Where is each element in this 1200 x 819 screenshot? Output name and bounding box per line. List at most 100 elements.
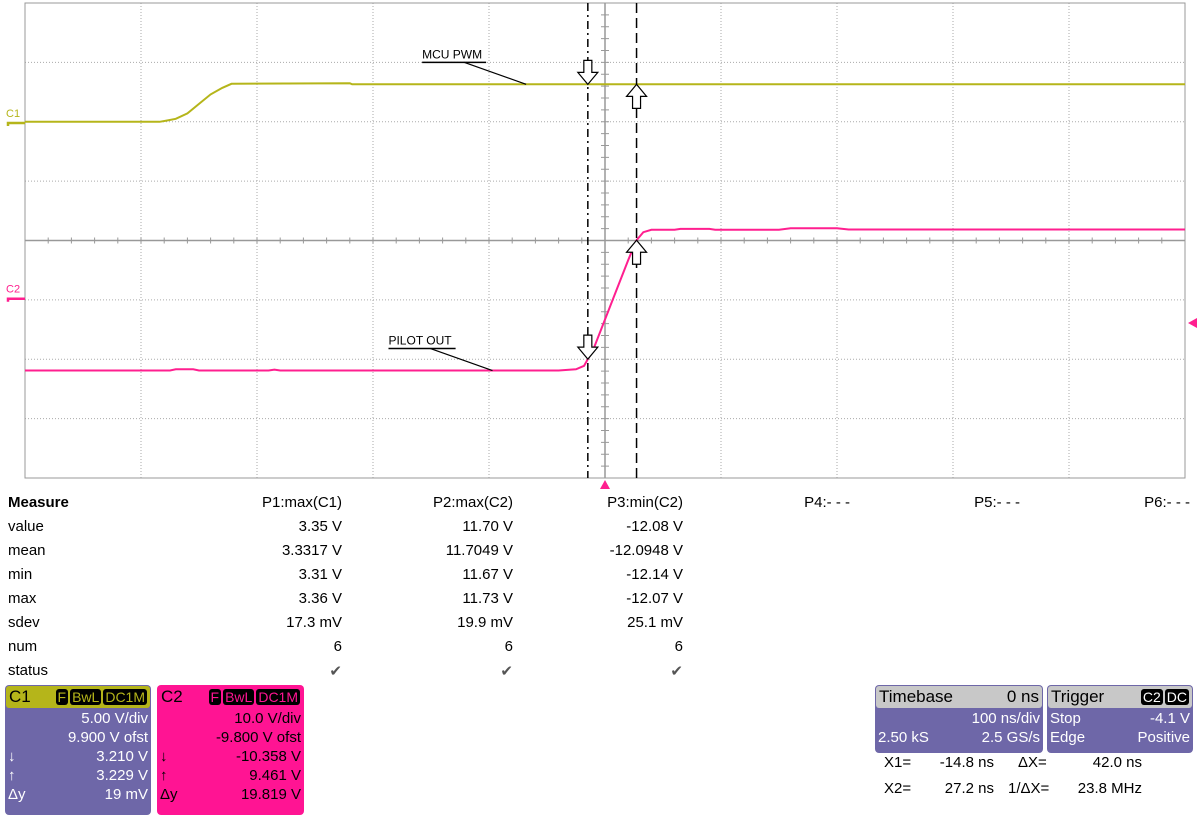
measure-cell: 11.70 V xyxy=(462,518,513,535)
channel-tag: BwL xyxy=(70,689,102,705)
trace-c1 xyxy=(25,82,1185,123)
measure-cell: 3.35 V xyxy=(298,518,342,535)
measure-cell: 19.9 mV xyxy=(457,614,513,631)
measure-header: P2:max(C2) xyxy=(432,494,513,511)
channel-vdiv: 10.0 V/div xyxy=(234,710,301,727)
cursor-delta-value: 19.819 V xyxy=(240,786,301,803)
cursor-up-value: 3.229 V xyxy=(96,767,148,784)
cursor-up-arrow-icon xyxy=(625,239,648,265)
measure-header: P6:- - - xyxy=(1144,494,1190,511)
channel-tag: F xyxy=(55,689,69,705)
annotation-leader xyxy=(463,61,527,85)
trace-c2 xyxy=(25,227,1185,372)
channel-tag: F xyxy=(208,689,222,705)
ground-marker-c1 xyxy=(6,121,25,126)
measure-row-label: mean xyxy=(8,542,46,559)
measure-row-label: status xyxy=(8,662,49,679)
measure-header: P3:min(C2) xyxy=(607,494,683,511)
measure-cell: 11.67 V xyxy=(462,566,513,583)
trigger-source-tag: C2 xyxy=(1140,689,1163,705)
cursor-x1-label: X1= xyxy=(884,754,912,771)
measure-row-label: sdev xyxy=(8,614,40,631)
cursor-up-value: 9.461 V xyxy=(249,767,301,784)
channel-c2-panel[interactable]: C2 F BwL DC1M 10.0 V/div -9.800 V ofst ↓ -10.35… xyxy=(157,685,304,815)
measure-cell: 6 xyxy=(674,638,683,655)
measure-cell: 11.7049 V xyxy=(445,542,513,559)
measure-row-label: num xyxy=(8,638,38,655)
cursor-delta-value: 19 mV xyxy=(104,786,148,803)
cursor-down-arrow-icon xyxy=(576,334,600,361)
trigger-label: Trigger xyxy=(1051,687,1105,706)
ground-marker-c2 xyxy=(6,297,25,302)
cursor-inv-value: 23.8 MHz xyxy=(1077,780,1142,797)
measure-cell: 11.73 V xyxy=(462,590,513,607)
measure-cell: ✔ xyxy=(500,663,513,680)
channel-vdiv: 5.00 V/div xyxy=(81,710,148,727)
trigger-level-marker-icon xyxy=(1188,318,1197,329)
cursor-dx-value: 42.0 ns xyxy=(1092,754,1142,771)
measure-cell: 6 xyxy=(504,638,513,655)
channel-name: C2 xyxy=(161,687,183,706)
timebase-label: Timebase xyxy=(879,687,954,706)
measure-cell: 3.3317 V xyxy=(281,542,342,559)
cursor-down-arrow-icon xyxy=(576,59,600,86)
cursor-x1-value: -14.8 ns xyxy=(939,754,994,771)
timebase-panel[interactable]: Timebase 0 ns 100 ns/div 2.50 kS 2.5 GS/s xyxy=(875,685,1043,753)
measure-header: P4:- - - xyxy=(804,494,850,511)
timebase-delay: 0 ns xyxy=(1006,687,1039,706)
cursor-down-value: 3.210 V xyxy=(96,748,148,765)
measure-cell: 6 xyxy=(333,638,342,655)
cursor-dx-label: ΔX= xyxy=(1018,754,1047,771)
measure-cell: -12.07 V xyxy=(626,590,683,607)
trigger-mode: Stop xyxy=(1050,710,1081,727)
channel-c1-panel[interactable]: C1 F BwL DC1M 5.00 V/div 9.900 V ofst ↓ 3.210 V… xyxy=(5,685,151,815)
measure-title: Measure xyxy=(8,494,69,511)
channel-tag: BwL xyxy=(223,689,255,705)
cursor-x2-label: X2= xyxy=(884,780,912,797)
cursor-delta-symbol: Δy xyxy=(160,786,178,803)
measure-cell: ✔ xyxy=(670,663,683,680)
channel-label-c1: C1 xyxy=(6,108,20,120)
measure-row-label: min xyxy=(8,566,33,583)
cursor-down-value: -10.358 V xyxy=(235,748,301,765)
measure-cell: ✔ xyxy=(329,663,342,680)
waveform-display[interactable]: C1 C2 MCU PWM PILOT OUT xyxy=(0,0,1200,490)
channel-tag: DC1M xyxy=(256,689,300,705)
trigger-type: Edge xyxy=(1050,729,1086,746)
measure-header: P5:- - - xyxy=(974,494,1020,511)
cursor-up-arrow-icon xyxy=(625,83,648,109)
cursor-delta-symbol: Δy xyxy=(8,786,26,803)
channel-tag: DC1M xyxy=(103,689,147,705)
timebase-rate: 2.5 GS/s xyxy=(981,729,1040,746)
measure-header: P1:max(C1) xyxy=(261,494,342,511)
cursor-down-symbol: ↓ xyxy=(8,748,16,765)
trigger-position-marker-icon xyxy=(600,480,610,489)
timebase-tdiv: 100 ns/div xyxy=(971,710,1040,727)
cursor-down-symbol: ↓ xyxy=(160,748,168,765)
channel-name: C1 xyxy=(9,687,31,706)
annotation-label: MCU PWM xyxy=(422,47,482,61)
trigger-slope: Positive xyxy=(1137,729,1190,746)
measure-cell: 17.3 mV xyxy=(286,614,342,631)
trigger-coupling-tag: DC xyxy=(1164,689,1189,705)
measure-cell: -12.0948 V xyxy=(609,542,683,559)
measure-cell: 3.36 V xyxy=(298,590,342,607)
cursor-inv-label: 1/ΔX= xyxy=(1008,780,1050,797)
cursor-up-symbol: ↑ xyxy=(160,767,168,784)
measure-cell: -12.08 V xyxy=(626,518,683,535)
measure-cell: 3.31 V xyxy=(298,566,342,583)
annotation-label: PILOT OUT xyxy=(388,334,452,348)
timebase-samples: 2.50 kS xyxy=(878,729,929,746)
channel-offset: -9.800 V ofst xyxy=(215,729,301,746)
trigger-panel[interactable]: Trigger C2 DC Stop -4.1 V Edge Positive xyxy=(1047,685,1193,753)
trigger-level: -4.1 V xyxy=(1149,710,1190,727)
measure-row-label: value xyxy=(8,518,44,535)
measure-cell: -12.14 V xyxy=(626,566,683,583)
measure-cell: 25.1 mV xyxy=(627,614,683,631)
cursor-up-symbol: ↑ xyxy=(8,767,16,784)
measure-row-label: max xyxy=(8,590,37,607)
channel-offset: 9.900 V ofst xyxy=(67,729,148,746)
annotation-leader xyxy=(430,347,493,372)
channel-label-c2: C2 xyxy=(6,284,20,296)
cursor-x2-value: 27.2 ns xyxy=(944,780,994,797)
